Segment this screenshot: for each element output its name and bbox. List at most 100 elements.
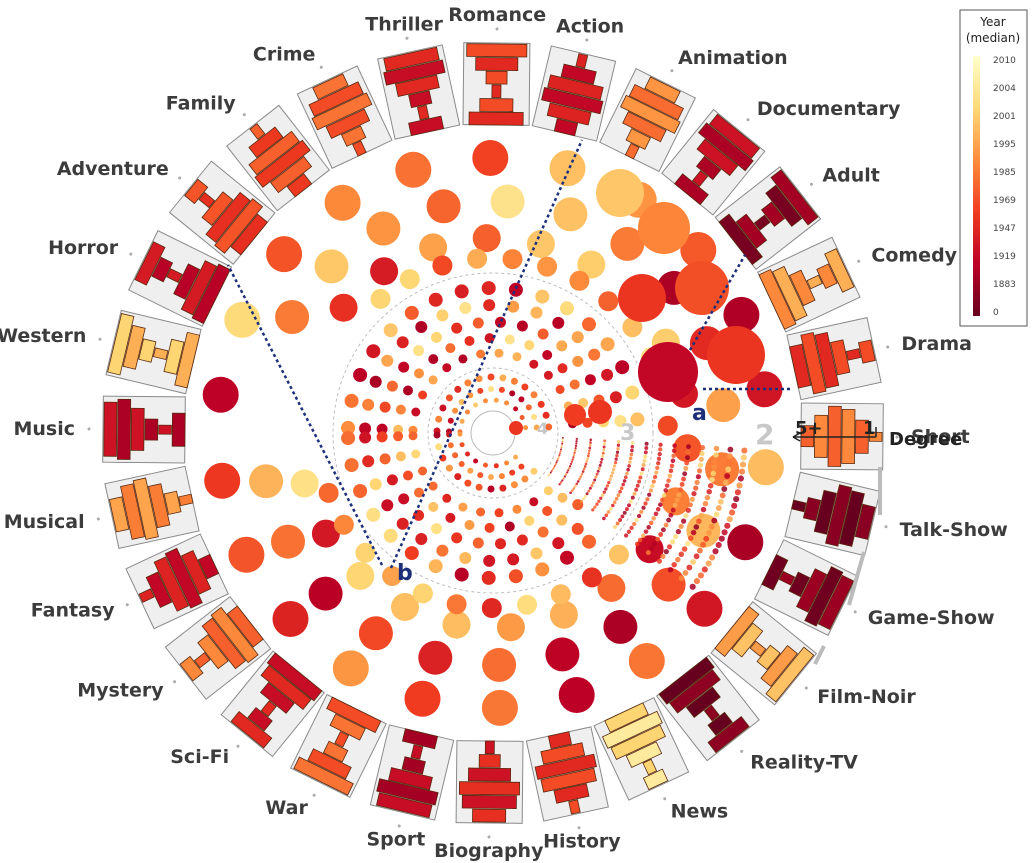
node-bubble-small	[681, 476, 686, 482]
genre-labels: Action Animation Documentary Adult Comedy Dra…	[0, 4, 1008, 862]
histogram-bar	[753, 214, 771, 231]
histogram-bar	[340, 125, 367, 147]
node-bubble	[412, 583, 433, 604]
node-bubble	[366, 344, 381, 359]
node-bubble	[584, 374, 596, 386]
histogram-bar	[193, 652, 211, 669]
node-bubble	[484, 522, 495, 533]
node-bubble-small	[561, 440, 564, 443]
histogram-bar	[546, 102, 592, 126]
node-bubble	[483, 462, 488, 468]
histogram-bar	[466, 43, 528, 58]
degree-axis-arrow	[792, 432, 801, 442]
node-bubble-small	[597, 466, 601, 470]
node-bubble-small	[651, 516, 656, 521]
genre-label-war: War	[265, 797, 308, 819]
node-bubble-small	[696, 518, 702, 524]
node-bubble	[600, 337, 615, 352]
node-bubble-small	[696, 547, 703, 554]
node-bubble	[543, 486, 553, 496]
featured-node-bubble	[509, 421, 523, 435]
genre-histogram-ring	[102, 42, 884, 824]
genre-panel-drama	[786, 317, 882, 401]
node-bubble-small	[741, 447, 748, 454]
node-bubble	[445, 512, 456, 523]
node-bubble	[498, 386, 505, 393]
node-bubble-small	[655, 507, 661, 512]
genre-label-fantasy: Fantasy	[31, 600, 115, 622]
node-bubble-small	[739, 461, 747, 468]
node-bubble-small	[690, 558, 697, 565]
histogram-bar	[260, 700, 277, 717]
featured-node-bubble	[564, 404, 586, 426]
node-bubble-small	[588, 446, 592, 450]
histogram-bar	[601, 710, 663, 749]
bracket-3	[813, 645, 826, 665]
histogram-bar	[707, 716, 750, 754]
node-bubble-small	[589, 438, 593, 442]
node-bubble-small	[593, 505, 597, 509]
node-bubble	[529, 359, 539, 369]
node-bubble	[458, 461, 465, 467]
node-bubble-small	[558, 454, 561, 457]
node-bubble	[560, 550, 574, 565]
node-bubble	[472, 317, 484, 329]
node-bubble	[224, 301, 261, 338]
node-bubble-small	[635, 483, 640, 488]
genre-panel-animation	[599, 68, 697, 173]
node-bubble-small	[582, 467, 586, 471]
node-bubble	[545, 637, 580, 672]
node-bubble	[308, 576, 343, 611]
node-bubble	[408, 431, 418, 441]
node-bubble-small	[602, 445, 606, 449]
node-bubble-small	[627, 464, 631, 468]
node-bubble-small	[587, 452, 591, 455]
histogram-bar	[458, 781, 521, 796]
node-bubble	[458, 502, 468, 512]
node-bubble	[386, 474, 398, 486]
node-bubble-small	[560, 444, 563, 447]
node-bubble	[504, 521, 515, 532]
histogram-bar	[628, 83, 684, 121]
degree-axis: 5+ 1 Degree	[792, 418, 962, 450]
genre-label-history: History	[543, 830, 621, 852]
genre-label-talk-show: Talk-Show	[900, 519, 1008, 541]
node-bubble-small	[569, 464, 572, 468]
histogram-bar	[468, 111, 524, 126]
node-bubble-small	[686, 564, 693, 571]
histogram-bar	[401, 756, 426, 775]
node-bubble	[428, 559, 443, 574]
leader-b-animation	[389, 139, 584, 569]
node-bubble	[369, 375, 382, 388]
node-bubble-small	[611, 503, 615, 508]
node-bubble	[542, 411, 550, 419]
histogram-bar	[107, 313, 135, 376]
histogram-bar	[685, 686, 721, 718]
ring-label-4: 4	[537, 419, 548, 438]
legend-tick-label: 1883	[993, 280, 1016, 290]
node-bubble	[518, 463, 525, 470]
node-bubble-small	[722, 479, 729, 486]
histogram-bar	[249, 123, 266, 140]
node-bubble	[344, 458, 359, 473]
node-bubble-small	[687, 502, 693, 508]
histogram-bar	[174, 331, 201, 389]
histogram-bar	[153, 556, 190, 612]
node-bubble-small	[587, 489, 591, 493]
node-bubble-small	[628, 499, 633, 504]
histogram-bar	[761, 554, 789, 591]
node-bubble-small	[647, 492, 652, 497]
genre-label-sci-fi: Sci-Fi	[170, 746, 229, 768]
node-bubble-small	[626, 467, 630, 472]
node-bubble	[431, 523, 442, 535]
histogram-bar	[116, 398, 132, 460]
genre-label-short: Short	[911, 426, 970, 448]
histogram-bar	[122, 324, 146, 370]
histogram-bar	[814, 331, 840, 389]
node-bubble	[535, 289, 550, 304]
node-bubble	[597, 574, 626, 602]
node-bubble	[418, 466, 428, 476]
node-bubble	[457, 431, 463, 437]
node-bubble	[504, 400, 510, 406]
node-bubble-small	[641, 463, 646, 467]
